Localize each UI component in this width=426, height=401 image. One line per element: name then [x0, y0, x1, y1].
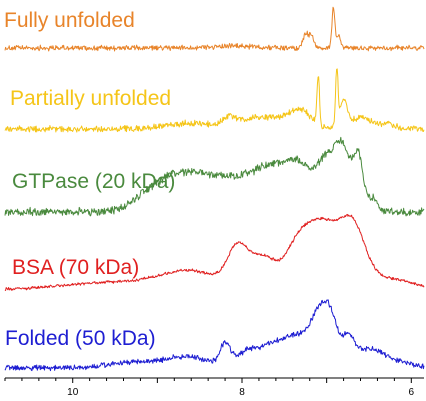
spectrum-trace-2 [4, 136, 425, 217]
spectrum-trace-3 [4, 213, 425, 291]
label-partially-unfolded: Partially unfolded [10, 87, 172, 110]
label-fully-unfolded: Fully unfolded [4, 9, 135, 32]
x-axis: 10 8 6 [4, 377, 424, 398]
label-gtpase: GTPase (20 kDa) [12, 170, 176, 193]
trace-group [4, 6, 425, 372]
label-bsa: BSA (70 kDa) [12, 256, 140, 279]
x-tick-label: 8 [239, 387, 245, 398]
spectrum-trace-0 [4, 6, 425, 52]
x-tick-label: 10 [67, 387, 79, 398]
x-tick-label: 6 [409, 387, 415, 398]
spectrum-trace-1 [4, 68, 425, 133]
spectrum-trace-4 [4, 299, 425, 372]
label-folded: Folded (50 kDa) [5, 327, 156, 350]
